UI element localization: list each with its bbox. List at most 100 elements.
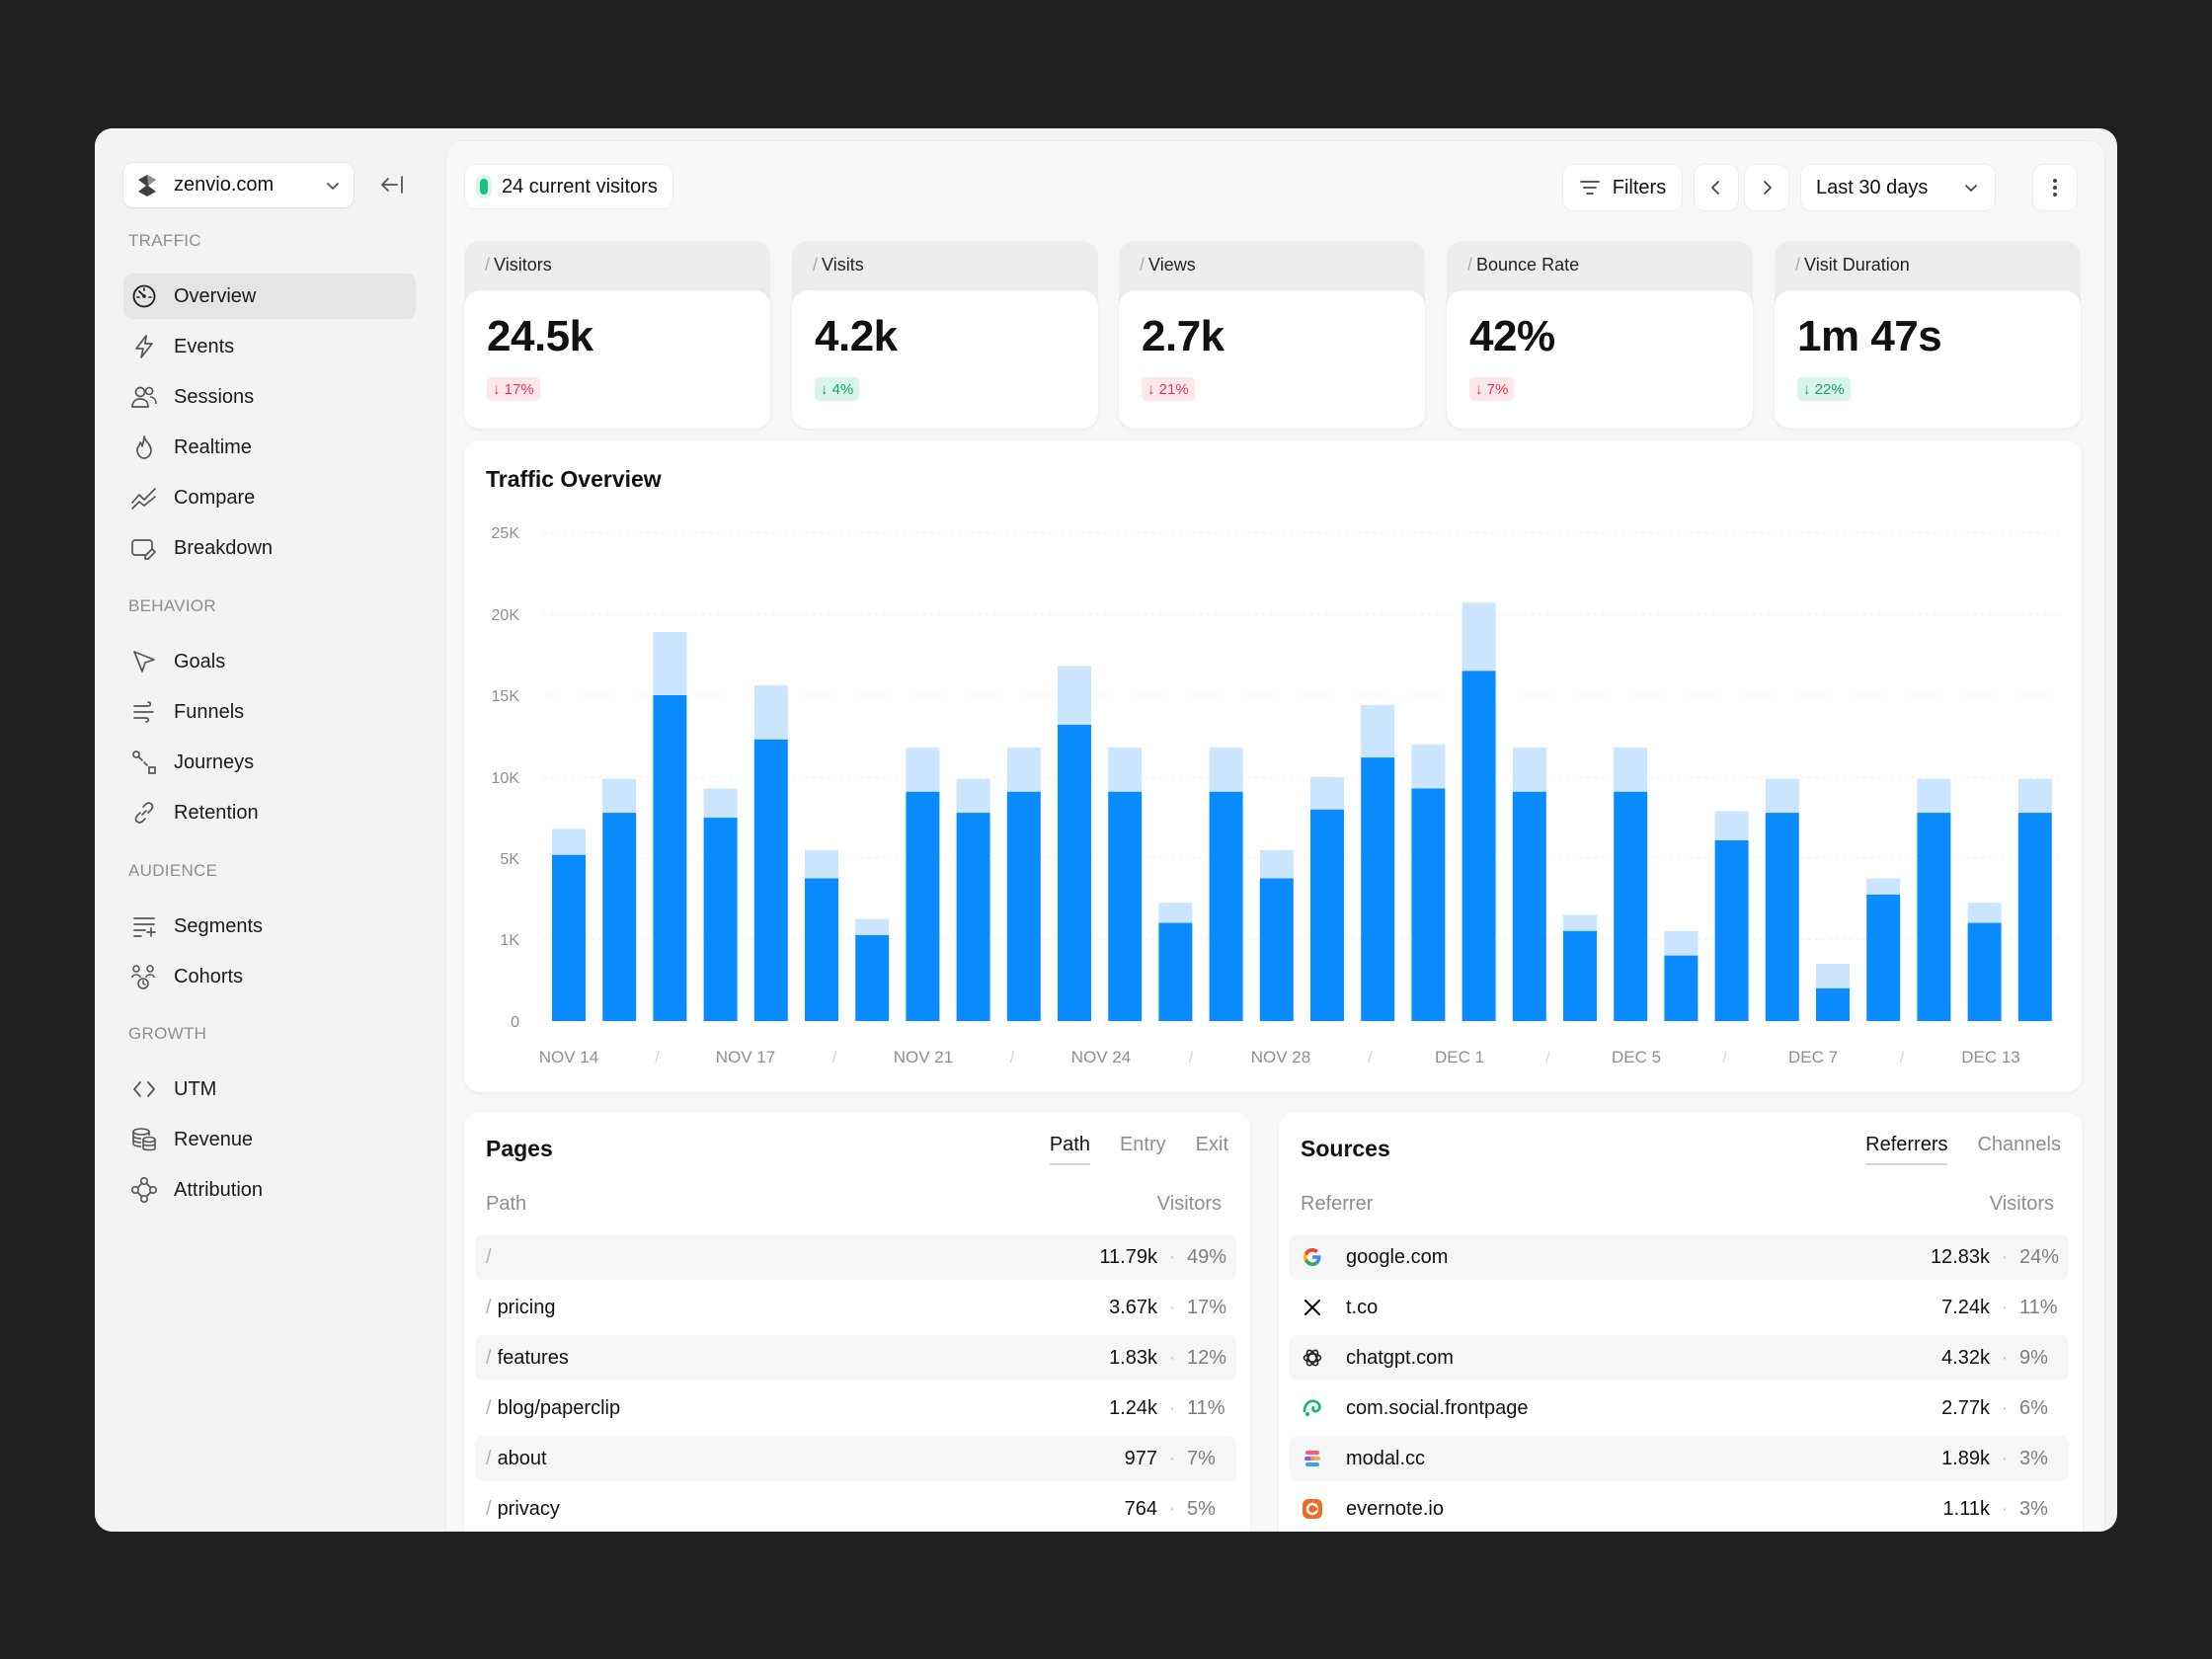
bar-segment-primary[interactable] (855, 934, 890, 1021)
table-row[interactable]: / privacy 764 · 5% (486, 1497, 1216, 1520)
sidebar-item-realtime[interactable]: Realtime (123, 425, 416, 470)
bar-segment-primary[interactable] (1563, 930, 1597, 1021)
bar-segment-primary[interactable] (1664, 955, 1698, 1021)
bar-segment-secondary[interactable] (855, 918, 890, 935)
kpi-card-visits[interactable]: / Visits 4.2k ↓ 4% (792, 241, 1098, 429)
table-row[interactable]: / pricing 3.67k · 17% (486, 1296, 1227, 1318)
bar-segment-secondary[interactable] (1765, 778, 1799, 814)
bar-segment-primary[interactable] (1866, 894, 1901, 1021)
table-row[interactable]: / blog/paperclip 1.24k · 11% (486, 1396, 1225, 1419)
table-row[interactable]: evernote.io 1.11k · 3% (1290, 1486, 2069, 1532)
sidebar-item-journeys[interactable]: Journeys (123, 740, 416, 785)
bar-segment-secondary[interactable] (1006, 748, 1041, 792)
bar-segment-secondary[interactable] (1714, 811, 1749, 840)
bar-segment-secondary[interactable] (1664, 930, 1698, 956)
bar-segment-secondary[interactable] (805, 849, 838, 879)
kpi-card-views[interactable]: / Views 2.7k ↓ 21% (1119, 241, 1425, 429)
next-range-button[interactable] (1745, 165, 1788, 210)
bar-segment-primary[interactable] (1614, 791, 1648, 1021)
sidebar-item-events[interactable]: Events (123, 324, 416, 369)
bar-segment-primary[interactable] (1462, 671, 1496, 1021)
bar-segment-secondary[interactable] (1411, 744, 1446, 789)
sidebar-item-sessions[interactable]: Sessions (123, 374, 416, 420)
table-row[interactable]: chatgpt.com 4.32k · 9% (1290, 1335, 2069, 1381)
bar-segment-primary[interactable] (1361, 757, 1395, 1021)
bar-segment-primary[interactable] (805, 878, 838, 1022)
bar-segment-secondary[interactable] (1259, 849, 1294, 879)
bar-segment-secondary[interactable] (1512, 748, 1546, 792)
table-row[interactable]: t.co 7.24k · 11% (1290, 1285, 2069, 1330)
bar-segment-secondary[interactable] (1361, 704, 1395, 758)
bar-segment-primary[interactable] (1917, 813, 1951, 1021)
bar-segment-secondary[interactable] (1310, 777, 1344, 810)
table-row[interactable]: google.com 12.83k · 24% (1290, 1234, 2069, 1280)
collapse-sidebar-button[interactable] (377, 170, 407, 199)
bar-segment-primary[interactable] (552, 854, 586, 1021)
bar-segment-secondary[interactable] (703, 788, 738, 818)
sidebar-item-overview[interactable]: Overview (123, 274, 416, 319)
sidebar-item-utm[interactable]: UTM (123, 1066, 416, 1112)
site-selector[interactable]: zenvio.com (123, 163, 354, 207)
bar-segment-primary[interactable] (1714, 839, 1749, 1021)
tab-path[interactable]: Path (1049, 1134, 1090, 1165)
bar-segment-primary[interactable] (753, 739, 788, 1021)
sidebar-item-cohorts[interactable]: Cohorts (123, 954, 416, 999)
kpi-card-visitors[interactable]: / Visitors 24.5k ↓ 17% (464, 241, 770, 429)
table-row[interactable]: / about 977 · 7% (475, 1436, 1236, 1481)
bar-segment-primary[interactable] (1058, 724, 1091, 1021)
tab-entry[interactable]: Entry (1119, 1134, 1166, 1155)
bar-segment-primary[interactable] (1411, 788, 1446, 1021)
bar-segment-primary[interactable] (1310, 809, 1344, 1021)
bar-segment-secondary[interactable] (753, 685, 788, 740)
bar-segment-primary[interactable] (1512, 791, 1546, 1021)
sidebar-item-compare[interactable]: Compare (123, 475, 416, 520)
bar-segment-primary[interactable] (1158, 922, 1193, 1021)
bar-segment-secondary[interactable] (1917, 778, 1951, 814)
table-row[interactable]: com.social.frontpage 2.77k · 6% (1290, 1385, 2069, 1431)
bar-segment-secondary[interactable] (1614, 748, 1648, 792)
current-visitors-badge[interactable]: 24 current visitors (465, 165, 672, 208)
bar-segment-secondary[interactable] (1563, 914, 1597, 931)
bar-segment-secondary[interactable] (602, 778, 637, 814)
filters-button[interactable]: Filters (1563, 165, 1682, 210)
sidebar-item-goals[interactable]: Goals (123, 639, 416, 684)
sidebar-item-retention[interactable]: Retention (123, 790, 416, 835)
more-options-button[interactable] (2033, 165, 2077, 210)
bar-segment-secondary[interactable] (906, 748, 940, 792)
bar-segment-primary[interactable] (1006, 791, 1041, 1021)
bar-segment-secondary[interactable] (1967, 903, 2002, 923)
bar-segment-secondary[interactable] (653, 632, 687, 695)
bar-segment-primary[interactable] (703, 818, 738, 1021)
prev-range-button[interactable] (1695, 165, 1738, 210)
sidebar-item-attribution[interactable]: Attribution (123, 1167, 416, 1213)
bar-segment-primary[interactable] (1108, 791, 1143, 1021)
bar-segment-primary[interactable] (906, 791, 940, 1021)
date-range-select[interactable]: Last 30 days (1801, 165, 1995, 210)
bar-segment-secondary[interactable] (2017, 778, 2052, 814)
bar-segment-primary[interactable] (653, 695, 687, 1021)
tab-referrers[interactable]: Referrers (1865, 1134, 1948, 1165)
table-row[interactable]: /11.79k · 49% (475, 1234, 1236, 1280)
table-row[interactable]: modal.cc 1.89k · 3% (1290, 1436, 2069, 1481)
bar-segment-primary[interactable] (602, 813, 637, 1021)
bar-segment-primary[interactable] (956, 813, 990, 1021)
bar-segment-secondary[interactable] (1209, 748, 1243, 792)
sidebar-item-funnels[interactable]: Funnels (123, 689, 416, 735)
bar-segment-secondary[interactable] (1462, 602, 1496, 672)
bar-segment-primary[interactable] (1967, 922, 2002, 1021)
table-row[interactable]: / features 1.83k · 12% (475, 1335, 1236, 1381)
bar-segment-secondary[interactable] (1058, 666, 1091, 725)
bar-segment-primary[interactable] (1259, 878, 1294, 1022)
kpi-card-bounce-rate[interactable]: / Bounce Rate 42% ↓ 7% (1447, 241, 1753, 429)
sidebar-item-segments[interactable]: Segments (123, 904, 416, 949)
bar-segment-secondary[interactable] (1108, 748, 1143, 792)
bar-segment-primary[interactable] (1816, 988, 1850, 1021)
bar-segment-primary[interactable] (2017, 813, 2052, 1021)
bar-segment-primary[interactable] (1209, 791, 1243, 1021)
tab-channels[interactable]: Channels (1977, 1134, 2061, 1155)
bar-segment-secondary[interactable] (552, 829, 586, 855)
bar-segment-secondary[interactable] (1816, 963, 1850, 988)
bar-segment-secondary[interactable] (956, 778, 990, 814)
kpi-card-visit-duration[interactable]: / Visit Duration 1m 47s ↓ 22% (1775, 241, 2081, 429)
bar-segment-secondary[interactable] (1866, 878, 1901, 895)
